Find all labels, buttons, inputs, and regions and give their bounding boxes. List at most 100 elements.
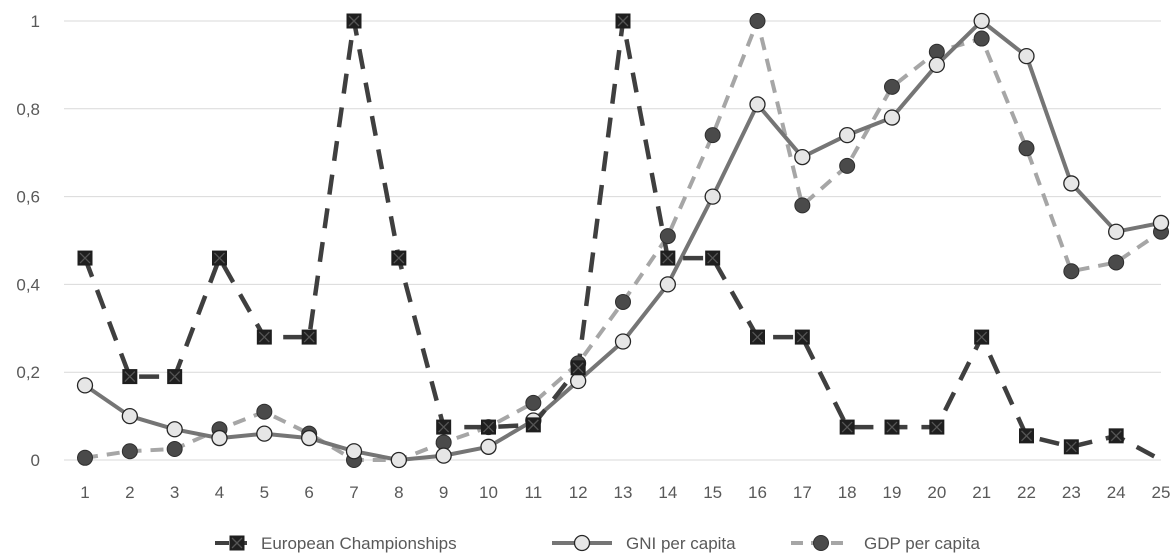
x-tick-label: 2 [125, 483, 134, 502]
data-point [659, 228, 676, 245]
x-tick-label: 11 [525, 483, 543, 502]
data-point [750, 329, 765, 345]
y-tick-label: 0,6 [16, 188, 40, 207]
data-point [615, 293, 631, 310]
data-point [794, 148, 811, 166]
data-point [973, 12, 990, 30]
series-markers-0 [77, 13, 1124, 455]
x-axis-ticks: 1 2 3 4 5 6 7 8 9 10 11 12 13 14 15 16 17 18 19 20 21 22 23 24 2… [80, 483, 1170, 502]
data-point [704, 127, 721, 144]
legend-item: GNI per capita [552, 534, 736, 553]
data-point [1108, 223, 1125, 240]
data-point [301, 329, 317, 345]
x-tick-label: 17 [793, 483, 812, 502]
x-tick-label: 7 [349, 483, 358, 502]
x-tick-label: 25 [1152, 483, 1171, 502]
data-point [660, 250, 676, 266]
legend-label: GDP per capita [864, 534, 980, 553]
data-point [525, 417, 541, 433]
data-point [749, 96, 766, 113]
series-line-0 [82, 18, 1163, 462]
series-markers-2 [77, 13, 1169, 468]
data-point [345, 443, 363, 460]
data-point [929, 419, 945, 435]
data-point [122, 369, 138, 385]
data-point [704, 188, 721, 205]
data-point [884, 419, 900, 435]
x-tick-label: 8 [394, 483, 403, 502]
data-point [256, 403, 273, 420]
legend-marker [573, 534, 591, 552]
data-point [615, 13, 631, 29]
data-point [76, 377, 94, 394]
data-point [211, 429, 228, 447]
x-tick-label: 18 [838, 483, 857, 502]
data-point [435, 447, 452, 464]
data-point [212, 250, 227, 266]
data-point [570, 360, 586, 376]
x-tick-label: 5 [260, 483, 269, 502]
x-tick-label: 15 [703, 483, 722, 502]
x-tick-label: 12 [569, 483, 588, 502]
data-point [256, 425, 273, 442]
legend-item: European Championships [215, 534, 457, 553]
data-point [883, 109, 901, 126]
y-tick-label: 0,2 [16, 363, 40, 382]
y-tick-label: 0 [31, 451, 40, 470]
data-point [973, 30, 990, 47]
data-point [1018, 140, 1035, 157]
data-point [166, 441, 183, 458]
data-point [436, 419, 452, 435]
series-line-1 [83, 19, 1162, 462]
x-tick-label: 24 [1107, 483, 1126, 502]
data-point [1108, 428, 1124, 444]
data-point [839, 157, 856, 174]
x-tick-label: 3 [170, 483, 179, 502]
data-point [928, 56, 945, 74]
legend-marker [813, 535, 829, 551]
x-tick-label: 16 [748, 483, 767, 502]
data-point [166, 421, 183, 438]
data-point [1063, 263, 1080, 280]
data-point [705, 250, 721, 266]
x-tick-label: 9 [439, 483, 448, 502]
x-tick-label: 22 [1017, 483, 1036, 502]
data-point [839, 419, 855, 435]
data-point [121, 443, 138, 460]
x-tick-label: 21 [972, 483, 991, 502]
data-point [1063, 439, 1079, 455]
data-point [391, 250, 407, 266]
series-lines [82, 18, 1163, 462]
data-point [839, 126, 856, 144]
data-point [525, 394, 542, 411]
legend-marker [229, 535, 245, 551]
data-point [614, 333, 632, 350]
data-point [974, 329, 990, 345]
x-tick-label: 19 [883, 483, 902, 502]
y-axis-ticks: 0 0,2 0,4 0,6 0,8 1 [16, 12, 40, 470]
data-point [390, 451, 407, 469]
x-tick-label: 10 [479, 483, 498, 502]
data-point [884, 78, 900, 95]
data-point [77, 250, 93, 266]
data-point [121, 407, 138, 425]
data-point [1019, 428, 1034, 444]
data-point [301, 429, 318, 447]
series-line-2 [84, 19, 1163, 462]
legend-item: GDP per capita [791, 534, 980, 553]
y-tick-label: 0,4 [16, 275, 40, 294]
data-point [659, 276, 676, 293]
data-point [480, 438, 497, 455]
x-tick-label: 6 [304, 483, 313, 502]
data-point [481, 419, 496, 435]
legend: European Championships GNI per capita GDP … [215, 534, 980, 553]
data-point [1108, 254, 1125, 271]
data-point [794, 197, 811, 214]
series-markers-1 [76, 12, 1170, 469]
data-point [256, 329, 272, 345]
series-markers [76, 12, 1170, 469]
legend-label: GNI per capita [626, 534, 736, 553]
data-point [1063, 175, 1080, 192]
data-point [1152, 214, 1170, 232]
